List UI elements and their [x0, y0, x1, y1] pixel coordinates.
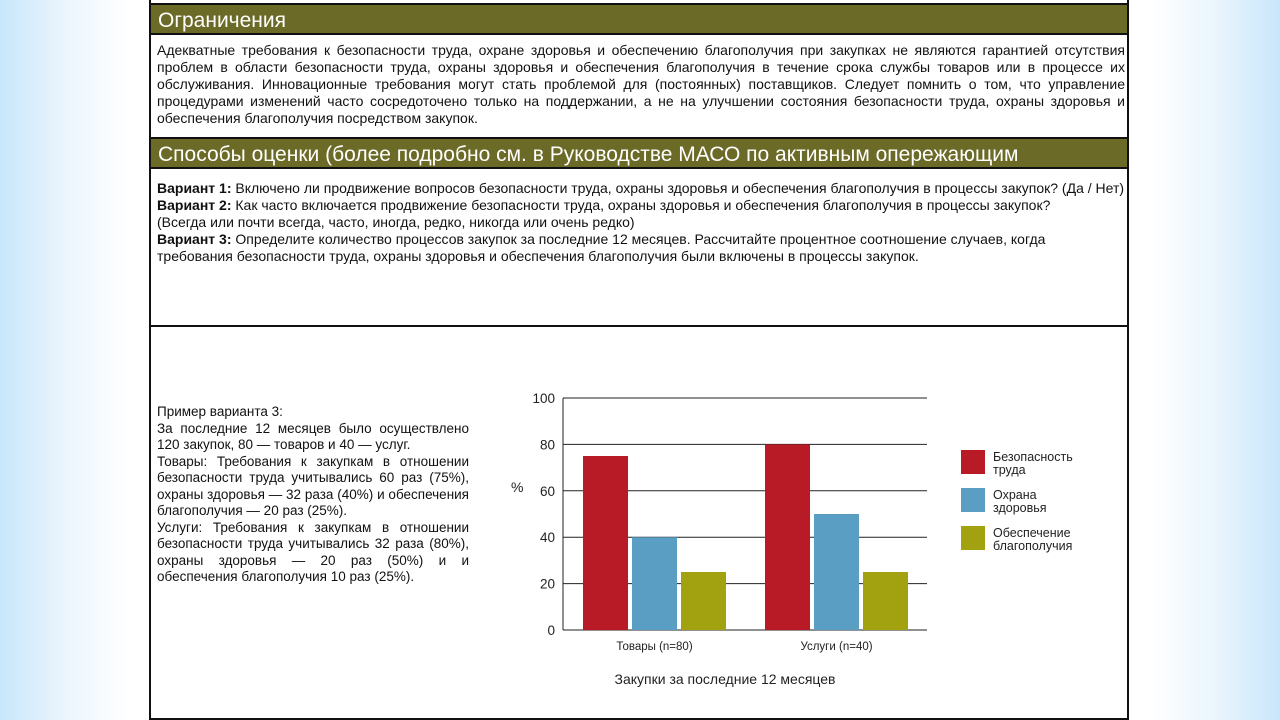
chart-plot-area: 0 20 40 60 80 100% Товары (n=80) Услуги (n=40) З…	[511, 391, 927, 687]
bar	[632, 537, 677, 630]
legend-swatch	[961, 526, 985, 550]
limits-header: Ограничения	[151, 3, 1127, 35]
bottom-border	[151, 718, 1127, 720]
bar	[863, 572, 908, 630]
y-tick-label: 20	[540, 577, 555, 592]
variant-2-options: (Всегда или почти всегда, часто, иногда,…	[157, 214, 635, 230]
bar	[765, 444, 810, 630]
x-tick-label: Услуги (n=40)	[800, 641, 872, 653]
y-axis-label: %	[511, 479, 523, 495]
variant-1-text: Включено ли продвижение вопросов безопас…	[231, 180, 1125, 196]
limits-text: Адекватные требования к безопасности тру…	[157, 42, 1125, 126]
y-tick-label: 60	[540, 484, 555, 499]
example-paragraph-3: Услуги: Требования к закупкам в отношени…	[157, 519, 469, 585]
bar	[814, 514, 859, 630]
bar	[681, 572, 726, 630]
bar	[583, 456, 628, 630]
example-title: Пример варианта 3:	[157, 404, 283, 419]
y-tick-label: 100	[532, 391, 555, 406]
legend-label: Безопасность	[993, 450, 1073, 464]
legend-label: здоровья	[993, 501, 1047, 515]
x-tick-label: Товары (n=80)	[616, 641, 692, 653]
example-paragraph-2: Товары: Требования к закупкам в отношени…	[157, 453, 469, 519]
variant-3-text: Определите количество процессов закупок …	[157, 231, 1046, 264]
variant-1: Вариант 1: Включено ли продвижение вопро…	[157, 180, 1125, 197]
procurement-bar-chart: 0 20 40 60 80 100% Товары (n=80) Услуги (n=40) З…	[511, 391, 1073, 687]
variant-2-label: Вариант 2:	[157, 197, 232, 213]
example-paragraph-1: За последние 12 месяцев было осуществлен…	[157, 420, 469, 453]
x-axis-label: Закупки за последние 12 месяцев	[615, 671, 836, 687]
legend-swatch	[961, 450, 985, 474]
legend-swatch	[961, 488, 985, 512]
example-text: Пример варианта 3: За последние 12 месяц…	[157, 404, 469, 586]
slide-content: Ограничения Адекватные требования к безо…	[149, 0, 1129, 720]
methods-header: Способы оценки (более подробно см. в Рук…	[151, 137, 1127, 198]
methods-title: Способы оценки (более подробно см. в Рук…	[158, 143, 1019, 198]
variant-2-text: Как часто включается продвижение безопас…	[231, 197, 1051, 213]
variant-3-label: Вариант 3:	[157, 231, 232, 247]
y-tick-label: 0	[547, 623, 555, 638]
y-tick-label: 40	[540, 530, 555, 545]
y-tick-label: 80	[540, 437, 555, 452]
variant-3: Вариант 3: Определите количество процесс…	[157, 231, 1125, 265]
methods-text: Вариант 1: Включено ли продвижение вопро…	[157, 180, 1125, 265]
variant-1-label: Вариант 1:	[157, 180, 232, 196]
legend-label: Охрана	[993, 488, 1037, 502]
legend-label: Обеспечение	[993, 526, 1071, 540]
section-divider	[151, 325, 1127, 327]
legend-label: труда	[993, 463, 1026, 477]
legend-label: благополучия	[993, 539, 1072, 553]
variant-2: Вариант 2: Как часто включается продвиже…	[157, 197, 1125, 214]
limits-title: Ограничения	[158, 9, 286, 32]
